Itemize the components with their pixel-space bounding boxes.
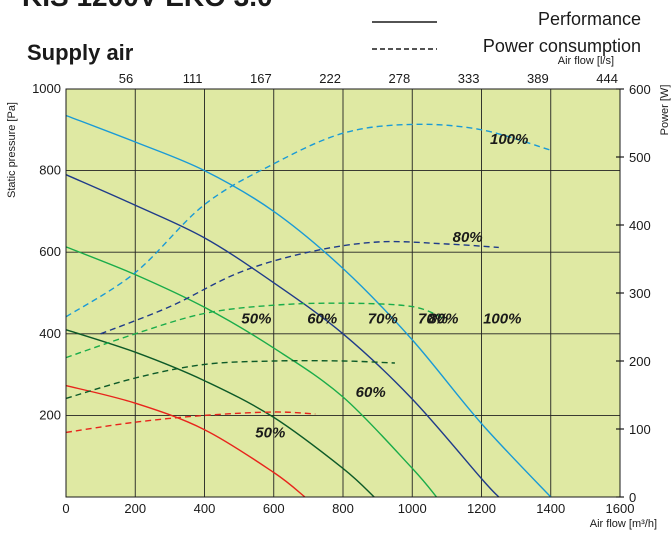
- x2-tick-label: 278: [389, 71, 411, 86]
- performance-curve-60: [65, 329, 375, 498]
- x-tick-label: 1000: [398, 501, 427, 516]
- curve-label: 50%: [241, 310, 271, 327]
- y2-tick-label: 400: [629, 218, 651, 233]
- y2-tick-label: 500: [629, 150, 651, 165]
- y2-tick-label: 0: [629, 490, 636, 505]
- x2-tick-label: 111: [183, 71, 203, 86]
- x2-tick-label: 444: [596, 71, 618, 86]
- power-curve-100: [65, 123, 551, 318]
- curve-label: 50%: [255, 425, 285, 442]
- performance-curve-70: [65, 246, 438, 498]
- y2-tick-label: 100: [629, 422, 651, 437]
- curve-label: 100%: [490, 131, 528, 148]
- curve-label: 100%: [483, 310, 521, 327]
- y-axis-label: Static pressure [Pa]: [6, 102, 18, 198]
- power-curve-50: [65, 411, 316, 434]
- power-curve-70: [65, 302, 448, 359]
- performance-curve-100: [65, 114, 552, 498]
- curve-label: 80%: [428, 310, 458, 327]
- x2-tick-label: 389: [527, 71, 549, 86]
- y-tick-label: 600: [39, 244, 61, 259]
- x-tick-label: 400: [194, 501, 216, 516]
- x-tick-label: 200: [124, 501, 146, 516]
- curve-label: 70%: [418, 310, 448, 327]
- legend-performance-label: Performance: [538, 9, 641, 29]
- x2-tick-label: 222: [319, 71, 341, 86]
- power-curve-80: [100, 240, 499, 335]
- power-curve-60: [65, 359, 395, 400]
- y-tick-label: 200: [39, 407, 61, 422]
- y2-tick-label: 600: [629, 82, 651, 97]
- y2-tick-label: 200: [629, 354, 651, 369]
- y-tick-label: 800: [39, 163, 61, 178]
- performance-curve-80: [65, 174, 500, 498]
- y-tick-label: 1000: [32, 81, 61, 96]
- x2-tick-label: 333: [458, 71, 480, 86]
- y2-axis-label: Power [W]: [659, 85, 671, 136]
- curve-label: 60%: [307, 310, 337, 327]
- y-tick-label: 400: [39, 326, 61, 341]
- legend-power-label: Power consumption: [483, 36, 641, 56]
- y2-tick-label: 300: [629, 286, 651, 301]
- top-x-axis-label: Air flow [l/s]: [558, 55, 614, 67]
- x-tick-label: 800: [332, 501, 354, 516]
- performance-curve-50: [65, 384, 306, 498]
- curve-label: 70%: [368, 310, 398, 327]
- x-tick-label: 1400: [536, 501, 565, 516]
- x-tick-label: 1600: [606, 501, 635, 516]
- chart-subtitle: Supply air: [27, 40, 134, 65]
- curve-label: 80%: [453, 229, 483, 246]
- curve-labels: 100%80%70%60%50%100%80%70%60%50%: [241, 131, 528, 442]
- curve-label: 60%: [356, 384, 386, 401]
- x-axis-label: Air flow [m³/h]: [590, 518, 657, 530]
- x2-tick-label: 167: [250, 71, 272, 86]
- x2-tick-label: 56: [119, 71, 133, 86]
- series-group: [65, 114, 552, 498]
- x-tick-label: 1200: [467, 501, 496, 516]
- x-tick-label: 0: [62, 501, 69, 516]
- chart-title: KIS 1200V EKO 3.0: [22, 0, 273, 12]
- x-tick-label: 600: [263, 501, 285, 516]
